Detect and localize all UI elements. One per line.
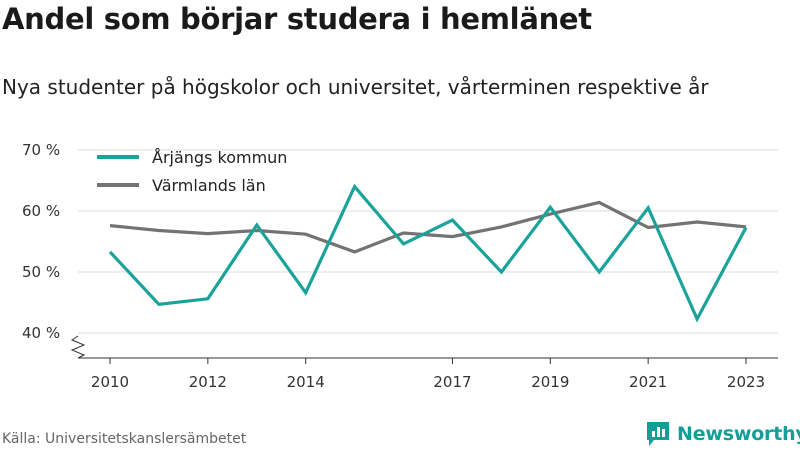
chart-title: Andel som börjar studera i hemlänet <box>2 2 592 36</box>
brand-name: Newsworthy <box>677 423 800 445</box>
x-tick-label: 2023 <box>727 373 765 391</box>
y-tick-label: 40 % <box>22 324 60 342</box>
axis-break-icon <box>70 335 86 359</box>
y-tick-label: 60 % <box>22 202 60 220</box>
x-tick-label: 2017 <box>433 373 471 391</box>
series-line <box>109 200 747 254</box>
x-tick-label: 2012 <box>189 373 227 391</box>
legend: Årjängs kommun Värmlands län <box>97 148 287 195</box>
y-tick-label: 70 % <box>22 141 60 159</box>
x-tick-label: 2019 <box>531 373 569 391</box>
x-tick-label: 2010 <box>91 373 129 391</box>
legend-label: Värmlands län <box>152 176 266 195</box>
x-tick-label: 2014 <box>287 373 325 391</box>
legend-label: Årjängs kommun <box>152 148 287 167</box>
series-lines <box>108 183 748 323</box>
y-tick-label: 50 % <box>22 263 60 281</box>
brand-logo: Newsworthy <box>645 419 800 449</box>
gridlines <box>78 149 778 334</box>
series-line <box>108 183 748 323</box>
newsworthy-logo-icon <box>647 422 669 446</box>
x-tick-label: 2021 <box>629 373 667 391</box>
source-note: Källa: Universitetskanslersämbetet <box>2 431 247 447</box>
x-axis: 2010 2012 2014 2017 2019 2021 2023 <box>70 335 778 391</box>
y-axis-labels: 40 % 50 % 60 % 70 % <box>22 141 60 342</box>
chart-subtitle: Nya studenter på högskolor och universit… <box>2 75 709 99</box>
